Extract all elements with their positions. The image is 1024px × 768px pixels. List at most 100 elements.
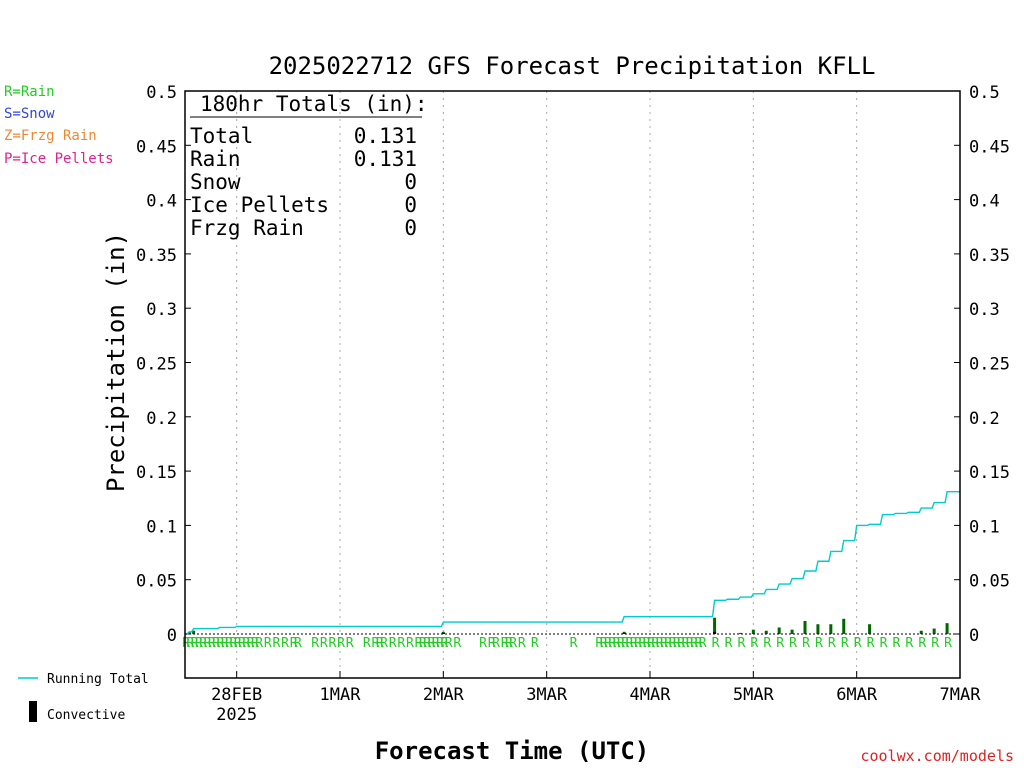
precip-type-marker: R xyxy=(199,636,207,651)
y-tick-label: 0.35 xyxy=(136,246,177,266)
y-tick-label: 0 xyxy=(167,626,177,646)
totals-label-frzg-rain: Frzg Rain xyxy=(190,216,304,240)
y-ticks-left: 0 0.05 0.1 0.15 0.2 0.25 0.3 0.35 0.4 0.45 0.5 xyxy=(136,83,191,646)
legend-convective-swatch xyxy=(29,701,37,722)
precip-type-marker: R xyxy=(212,636,220,651)
precip-type-marker: R xyxy=(880,636,888,651)
y-tick-label: 0.1 xyxy=(969,517,1000,537)
credit-text: coolwx.com/models xyxy=(860,747,1014,765)
y-tick-label: 0.3 xyxy=(969,300,1000,320)
convective-bar xyxy=(441,632,445,634)
precip-type-marker: R xyxy=(686,636,694,651)
precip-type-marker: R xyxy=(750,636,758,651)
series-legend: Running Total Convective xyxy=(18,672,149,723)
legend-running-total-label: Running Total xyxy=(47,672,149,687)
rain-bar xyxy=(919,630,923,634)
y-tick-label: 0.2 xyxy=(146,409,177,429)
precip-type-marker: R xyxy=(854,636,862,651)
precip-type-marker: R xyxy=(738,636,746,651)
precip-type-marker: R xyxy=(509,636,517,651)
rain-bar xyxy=(738,632,742,634)
rain-bar xyxy=(790,629,794,634)
y-tick-label: 0.3 xyxy=(146,300,177,320)
precip-type-marker: R xyxy=(677,636,685,651)
precip-type-marker: R xyxy=(247,636,255,651)
precip-type-marker: R xyxy=(763,636,771,651)
totals-value-total: 0.131 xyxy=(354,124,417,148)
totals-label-rain: Rain xyxy=(190,147,241,171)
precip-type-marker: R xyxy=(311,636,319,651)
rain-bar xyxy=(751,629,755,634)
precip-type-marker: R xyxy=(694,636,702,651)
precip-type-marker: R xyxy=(690,636,698,651)
precip-type-marker: R xyxy=(918,636,926,651)
precip-type-marker: R xyxy=(617,636,625,651)
precip-type-marker: R xyxy=(613,636,621,651)
rain-bar xyxy=(803,620,807,634)
precip-type-marker: R xyxy=(328,636,336,651)
x-tick-label: 1MAR xyxy=(320,685,362,705)
legend-convective-label: Convective xyxy=(47,708,125,723)
precip-type-marker: R xyxy=(229,636,237,651)
precip-type-marker: R xyxy=(432,636,440,651)
y-tick-label: 0.15 xyxy=(136,463,177,483)
precip-type-marker: R xyxy=(669,636,677,651)
precip-type-marker: R xyxy=(204,636,212,651)
y-tick-label: 0.1 xyxy=(146,517,177,537)
precip-type-marker: R xyxy=(643,636,651,651)
precip-type-marker: R xyxy=(664,636,672,651)
precip-type-marker: R xyxy=(406,636,414,651)
precip-type-marker: R xyxy=(626,636,634,651)
rain-bar xyxy=(816,624,820,634)
precip-type-marker: R xyxy=(531,636,539,651)
totals-box: 180hr Totals (in): Total 0.131 Rain 0.13… xyxy=(190,92,428,240)
precip-type-marker: R xyxy=(712,636,720,651)
rain-bar xyxy=(713,617,717,634)
precip-type-marker: R xyxy=(725,636,733,651)
precip-type-marker: R xyxy=(505,636,513,651)
totals-label-total: Total xyxy=(190,124,253,148)
precip-type-marker: R xyxy=(789,636,797,651)
y-tick-label: 0.4 xyxy=(146,192,177,212)
precip-type-marker: R xyxy=(673,636,681,651)
precip-type-marker: R xyxy=(893,636,901,651)
y-tick-label: 0.15 xyxy=(969,463,1010,483)
precip-bars xyxy=(187,617,949,634)
precip-type-marker: R xyxy=(225,636,233,651)
precip-type-marker: R xyxy=(428,636,436,651)
precip-type-marker: R xyxy=(492,636,500,651)
precip-type-marker: R xyxy=(376,636,384,651)
precip-type-marker: R xyxy=(186,636,194,651)
precip-type-marker: R xyxy=(828,636,836,651)
precip-type-marker: R xyxy=(191,636,199,651)
precip-type-marker: R xyxy=(479,636,487,651)
y-tick-label: 0.45 xyxy=(969,137,1010,157)
precip-type-marker: R xyxy=(372,636,380,651)
chart-title: 2025022712 GFS Forecast Precipitation KF… xyxy=(269,52,876,80)
precip-type-marker: R xyxy=(656,636,664,651)
precip-type-marker: R xyxy=(389,636,397,651)
y-tick-label: 0.05 xyxy=(969,572,1010,592)
totals-value-snow: 0 xyxy=(404,170,417,194)
precip-type-marker: R xyxy=(320,636,328,651)
x-tick-label: 5MAR xyxy=(733,685,775,705)
y-tick-label: 0.5 xyxy=(146,83,177,103)
precip-type-marker: R xyxy=(608,636,616,651)
rain-bar xyxy=(829,624,833,634)
x-tick-label: 28FEB xyxy=(211,685,262,705)
precip-type-marker: R xyxy=(380,636,388,651)
y-tick-label: 0.45 xyxy=(136,137,177,157)
precip-type-marker: R xyxy=(221,636,229,651)
rain-bar xyxy=(764,630,768,634)
precip-type-marker: R xyxy=(281,636,289,651)
y-tick-label: 0.25 xyxy=(136,355,177,375)
y-axis-label: Precipitation (in) xyxy=(102,232,130,492)
key-rain: R=Rain xyxy=(4,84,55,100)
y-tick-label: 0.2 xyxy=(969,409,1000,429)
precip-type-marker: R xyxy=(944,636,952,651)
rain-bar xyxy=(868,624,872,634)
precip-type-marker: R xyxy=(660,636,668,651)
precip-type-marker: R xyxy=(423,636,431,651)
